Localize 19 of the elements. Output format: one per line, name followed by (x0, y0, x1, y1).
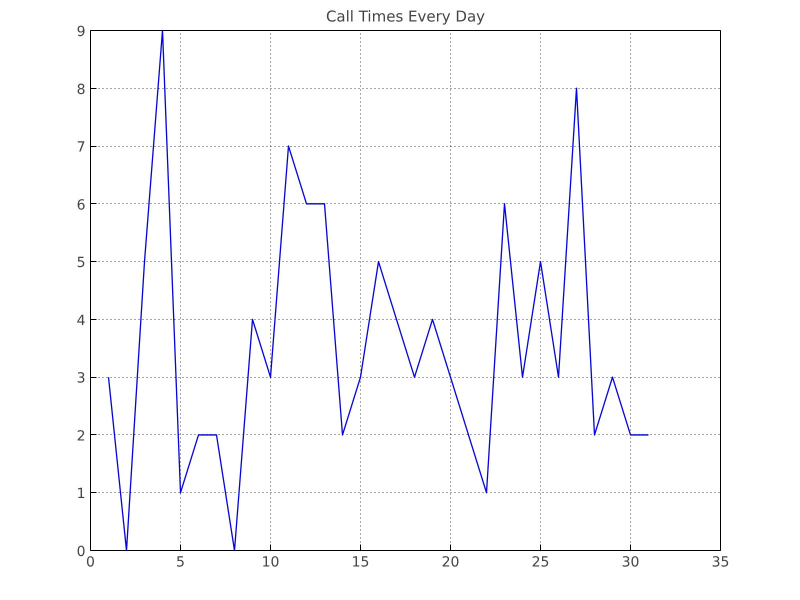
y-tick-label: 7 (76, 140, 86, 156)
x-tick-label: 20 (442, 554, 460, 570)
y-tick-label: 9 (76, 24, 86, 40)
x-tick-label: 15 (352, 554, 370, 570)
x-tick-label: 10 (262, 554, 280, 570)
y-tick-label: 6 (76, 197, 86, 214)
y-tick-label: 0 (76, 544, 86, 560)
y-tick-label: 5 (76, 255, 86, 272)
y-tick-label: 8 (76, 82, 86, 98)
x-tick-label: 25 (532, 554, 550, 570)
x-tick-label: 30 (622, 554, 640, 570)
line-series (108, 30, 650, 550)
y-tick-label: 2 (76, 428, 86, 444)
x-tick-label: 5 (176, 554, 185, 570)
y-tick-label: 1 (76, 486, 86, 502)
x-tick-label: 35 (712, 554, 730, 570)
y-tick-label: 3 (76, 370, 86, 387)
chart-title: Call Times Every Day (326, 8, 486, 26)
y-tick-label: 4 (76, 312, 86, 329)
